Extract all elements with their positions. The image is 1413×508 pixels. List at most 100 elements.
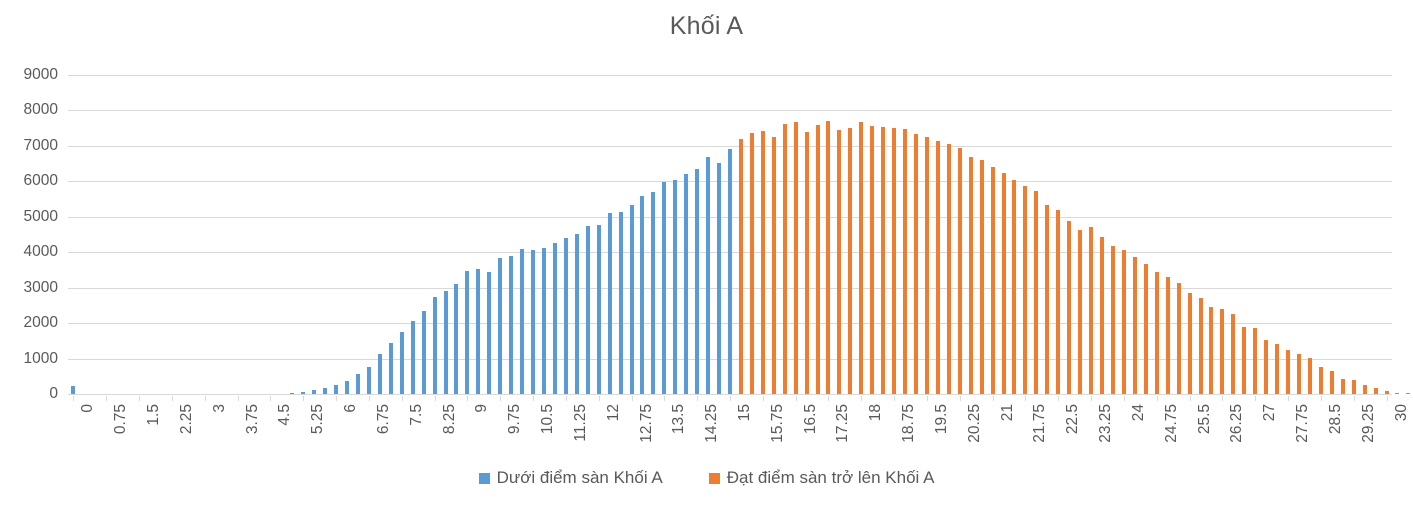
bar — [1406, 393, 1411, 394]
bar — [673, 179, 678, 394]
x-axis-tick — [697, 396, 699, 401]
x-axis-label: 12.75 — [637, 404, 655, 443]
x-axis-label: 9 — [473, 404, 491, 413]
bar — [1264, 339, 1269, 394]
x-axis-label: 17.25 — [834, 404, 852, 443]
bar — [662, 182, 667, 394]
legend-item[interactable]: Dưới điểm sàn Khối A — [478, 468, 663, 488]
bar — [695, 169, 700, 394]
bar — [1023, 185, 1028, 394]
y-axis-label: 7000 — [23, 136, 58, 154]
bar — [290, 392, 295, 394]
x-axis-label: 18.75 — [900, 404, 918, 443]
x-axis-tick — [894, 396, 896, 401]
x-axis-tick — [992, 396, 994, 401]
bar — [334, 385, 339, 394]
y-axis-label: 0 — [49, 385, 58, 402]
x-axis-tick — [1320, 396, 1322, 401]
bar — [1362, 384, 1367, 394]
x-axis-label: 27.75 — [1294, 404, 1312, 443]
x-axis-label: 4.5 — [276, 404, 294, 426]
x-axis-label: 6 — [342, 404, 360, 413]
x-axis-tick — [106, 396, 108, 401]
bar — [804, 132, 809, 394]
x-axis-tick — [237, 396, 239, 401]
x-axis-tick — [1025, 396, 1027, 401]
bar — [618, 211, 623, 394]
gridline — [68, 110, 1392, 112]
x-axis-tick — [303, 396, 305, 401]
x-axis-label: 26.25 — [1228, 404, 1246, 443]
bar — [1231, 314, 1236, 394]
x-axis-tick — [204, 396, 206, 401]
y-axis: 0 1000 2000 3000 4000 5000 6000 7000 8000 9000 — [0, 66, 58, 402]
bar — [957, 148, 962, 394]
bar — [935, 140, 940, 394]
x-axis-tick — [795, 396, 797, 401]
legend-label: Dưới điểm sàn Khối A — [496, 468, 663, 487]
y-axis-label: 1000 — [23, 349, 58, 367]
bar — [388, 342, 393, 394]
bar — [640, 196, 645, 394]
bar — [1340, 379, 1345, 394]
legend-label: Đạt điểm sàn trở lên Khối A — [726, 468, 935, 487]
x-axis-tick — [270, 396, 272, 401]
x-axis-label: 19.5 — [932, 404, 950, 435]
bar — [301, 391, 306, 394]
bar — [749, 133, 754, 394]
x-axis-label: 0.75 — [112, 404, 130, 435]
bar — [771, 137, 776, 394]
bar — [509, 256, 514, 394]
x-axis-label: 15.75 — [768, 404, 786, 443]
bar — [355, 374, 360, 394]
bar — [684, 174, 689, 394]
bar — [71, 385, 76, 394]
x-axis-label: 10.5 — [539, 404, 557, 435]
x-axis-label: 24 — [1129, 404, 1147, 422]
x-axis-tick — [139, 396, 141, 401]
bar — [815, 125, 820, 394]
x-axis-label: 24.75 — [1162, 404, 1180, 443]
x-axis-tick — [598, 396, 600, 401]
x-axis-tick — [1255, 396, 1257, 401]
bar — [520, 248, 525, 394]
x-axis-tick — [959, 396, 961, 401]
y-axis-label: 9000 — [23, 66, 58, 83]
x-axis-label: 27 — [1261, 404, 1279, 422]
x-axis-label: 9.75 — [506, 404, 524, 435]
x-axis-tick — [1091, 396, 1093, 401]
legend-item[interactable]: Đạt điểm sàn trở lên Khối A — [708, 468, 935, 488]
x-axis-label: 30 — [1392, 404, 1410, 422]
x-axis-tick — [434, 396, 436, 401]
x-axis-label: 15 — [736, 404, 753, 422]
x-axis-label: 0 — [79, 404, 97, 413]
x-axis-tick — [533, 396, 535, 401]
bar — [607, 213, 612, 394]
legend-swatch-icon — [478, 472, 490, 484]
x-axis-tick — [401, 396, 403, 401]
bar — [1318, 367, 1323, 394]
x-axis-tick — [1353, 396, 1355, 401]
y-axis-label: 4000 — [23, 243, 58, 261]
bar — [1209, 307, 1214, 394]
bar — [1198, 297, 1203, 394]
x-axis-tick — [730, 396, 731, 401]
x-axis-label: 25.5 — [1195, 404, 1213, 435]
x-axis-tick — [664, 396, 666, 401]
bar — [892, 127, 897, 394]
y-axis-label: 8000 — [23, 101, 58, 119]
bar — [826, 120, 831, 394]
x-axis-label: 11.25 — [571, 404, 589, 442]
bar — [312, 390, 317, 394]
bar — [1143, 264, 1148, 394]
x-axis-tick — [828, 396, 830, 401]
x-axis-label: 28.5 — [1326, 404, 1344, 435]
x-axis-tick — [467, 396, 469, 401]
bar — [421, 310, 426, 394]
x-axis-tick — [631, 396, 633, 401]
bar — [1154, 272, 1159, 394]
x-axis-label: 14.25 — [703, 404, 721, 443]
x-axis-tick — [861, 396, 863, 401]
bar — [454, 284, 459, 394]
